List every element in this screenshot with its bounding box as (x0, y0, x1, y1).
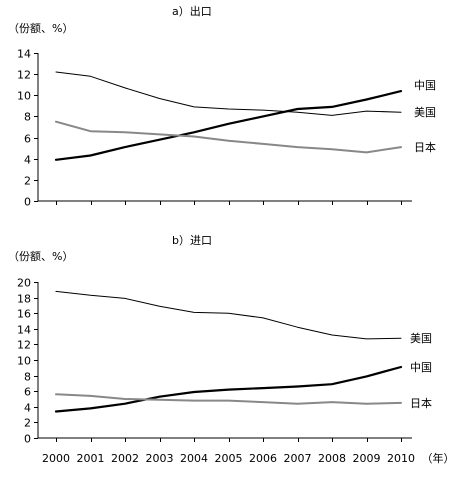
x-tick-label: 2000 (42, 452, 70, 465)
series-label: 美国 (410, 332, 432, 345)
y-tick-label: 14 (17, 324, 31, 337)
chart-title: a）出口 (172, 4, 212, 18)
y-tick-label: 12 (17, 69, 31, 82)
series-label: 日本 (410, 396, 432, 410)
y-tick-label: 12 (17, 339, 31, 352)
x-tick-label: 2005 (215, 452, 243, 465)
x-tick-label: 2002 (111, 452, 139, 465)
x-tick-label: 2001 (77, 452, 105, 465)
series-label: 美国 (414, 106, 436, 119)
y-axis-unit-label: （份额、%） (8, 22, 73, 35)
x-axis-unit-label: （年） (422, 451, 455, 465)
y-tick-label: 20 (17, 277, 31, 290)
y-tick-label: 16 (17, 308, 31, 321)
y-tick-label: 2 (24, 417, 31, 430)
chart-title: b）进口 (172, 234, 212, 247)
x-tick-label: 2007 (284, 452, 312, 465)
series-label: 中国 (414, 79, 436, 92)
series-line-3 (55, 393, 402, 405)
y-axis-unit-label: （份额、%） (8, 250, 73, 263)
y-tick-label: 2 (24, 175, 31, 188)
series-line-2 (55, 71, 402, 116)
y-tick-label: 0 (24, 196, 31, 209)
series-label: 中国 (410, 361, 432, 374)
y-tick-label: 10 (17, 355, 31, 368)
x-tick-label: 2008 (318, 452, 346, 465)
y-tick-label: 4 (24, 154, 31, 167)
series-line-3 (55, 120, 402, 154)
x-tick-label: 2006 (249, 452, 277, 465)
x-tick-label: 2010 (387, 452, 415, 465)
x-tick-label: 2009 (353, 452, 381, 465)
series-line-2 (54, 365, 403, 413)
series-line-1 (55, 290, 402, 340)
y-tick-label: 4 (24, 402, 31, 415)
y-tick-label: 8 (24, 371, 31, 384)
series-label: 日本 (414, 140, 436, 154)
y-tick-label: 10 (17, 90, 31, 103)
y-tick-label: 6 (24, 386, 31, 399)
chart-panel-2: b）进口 （份额、%） 0 2 4 6 8 10 12 14 16 18 20 2000 2001 2002 2… (8, 234, 455, 465)
y-tick-label: 0 (24, 433, 31, 446)
x-tick-label: 2004 (180, 452, 208, 465)
y-tick-label: 8 (24, 111, 31, 124)
y-tick-label: 6 (24, 133, 31, 146)
series-line-1 (54, 89, 403, 161)
y-tick-label: 18 (17, 293, 31, 306)
x-tick-label: 2003 (146, 452, 174, 465)
y-tick-label: 14 (17, 48, 31, 61)
